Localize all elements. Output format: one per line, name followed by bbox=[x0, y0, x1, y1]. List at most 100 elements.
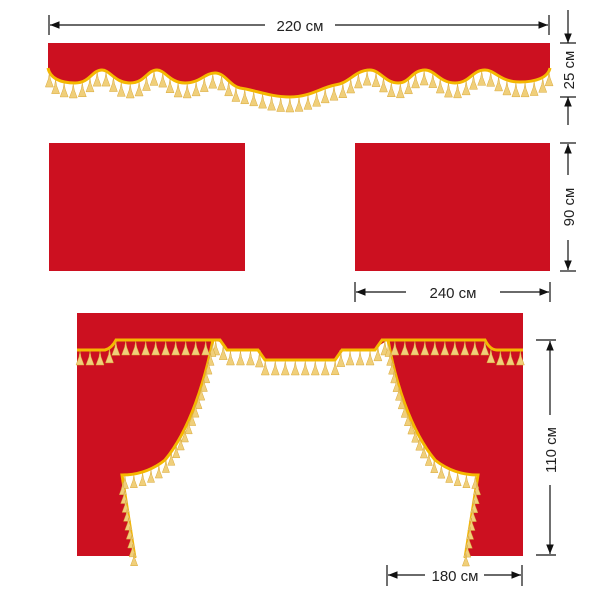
tassel bbox=[236, 350, 245, 366]
tassel bbox=[362, 71, 372, 86]
dimension-valance-height bbox=[560, 10, 576, 125]
tassel bbox=[453, 83, 462, 99]
tassel bbox=[176, 437, 185, 451]
tassel bbox=[390, 340, 400, 356]
tassel bbox=[538, 78, 548, 93]
tassel bbox=[529, 81, 539, 96]
tassel bbox=[371, 72, 381, 87]
tassel bbox=[218, 345, 228, 360]
tassel bbox=[240, 89, 250, 105]
curtain-opening bbox=[122, 340, 478, 558]
tassel bbox=[276, 97, 286, 112]
tassel bbox=[131, 340, 141, 356]
tassel bbox=[161, 340, 171, 356]
tassel bbox=[346, 78, 356, 94]
tassel bbox=[320, 360, 330, 376]
tassel bbox=[182, 83, 192, 99]
tassel bbox=[118, 481, 127, 495]
tassel bbox=[430, 340, 440, 356]
tassel bbox=[469, 75, 478, 90]
tassel bbox=[125, 83, 135, 99]
tassel bbox=[450, 340, 460, 356]
tassel bbox=[435, 78, 445, 94]
tassel bbox=[194, 396, 203, 409]
tassel bbox=[105, 348, 114, 364]
dimension-panel-width bbox=[354, 282, 551, 302]
panel-height-label: 90 см bbox=[561, 188, 578, 227]
tassel bbox=[204, 361, 213, 375]
tassel bbox=[415, 437, 424, 451]
tassel bbox=[92, 72, 102, 87]
left-panel bbox=[49, 143, 245, 271]
tassel bbox=[373, 346, 383, 362]
tassel bbox=[365, 350, 375, 366]
tassel bbox=[392, 378, 401, 392]
tassel bbox=[419, 70, 429, 86]
tassel bbox=[480, 340, 490, 356]
tassel bbox=[111, 341, 121, 356]
tassel bbox=[420, 340, 430, 356]
tassel bbox=[496, 350, 505, 366]
tassel bbox=[379, 77, 388, 93]
tassel bbox=[151, 340, 161, 356]
tassel bbox=[217, 75, 226, 91]
tassel bbox=[467, 517, 476, 531]
tassel bbox=[336, 352, 346, 367]
tassel bbox=[428, 73, 438, 88]
tassel bbox=[329, 86, 339, 101]
tassel bbox=[142, 76, 151, 91]
tassel bbox=[249, 91, 259, 107]
tassel bbox=[411, 429, 420, 443]
tassel bbox=[141, 340, 151, 356]
tassel bbox=[172, 445, 181, 459]
tassel bbox=[121, 499, 130, 513]
tassel bbox=[437, 465, 446, 479]
tassel bbox=[267, 96, 276, 111]
tassel bbox=[45, 72, 54, 88]
tassel bbox=[486, 72, 496, 87]
tassel bbox=[191, 404, 200, 418]
tassel bbox=[407, 421, 416, 435]
tassel bbox=[158, 73, 168, 88]
tassel bbox=[147, 469, 155, 483]
tassel bbox=[310, 360, 320, 376]
tassel bbox=[397, 396, 406, 410]
tassel bbox=[231, 87, 241, 102]
tassel-fringe bbox=[45, 70, 554, 567]
tassel bbox=[116, 82, 126, 97]
tassel bbox=[461, 553, 470, 567]
curtain-width-label: 180 см bbox=[431, 568, 478, 585]
tassel bbox=[466, 526, 475, 540]
tassel bbox=[494, 76, 503, 92]
tassel bbox=[123, 508, 132, 522]
dimension-valance-width bbox=[48, 15, 550, 35]
tassel bbox=[129, 475, 138, 488]
tassel bbox=[191, 340, 201, 356]
tassel bbox=[59, 82, 69, 98]
tassel bbox=[197, 387, 206, 401]
tassel bbox=[138, 472, 147, 486]
main-curtain bbox=[77, 313, 523, 559]
tassel bbox=[258, 94, 267, 109]
tassel bbox=[468, 508, 477, 522]
tassel bbox=[161, 459, 170, 473]
tassel bbox=[419, 445, 428, 459]
tassel bbox=[127, 535, 136, 549]
tassel bbox=[154, 465, 163, 479]
tassel bbox=[445, 469, 454, 483]
tassel bbox=[477, 71, 487, 86]
tassel bbox=[345, 350, 355, 366]
tassel bbox=[85, 77, 95, 93]
tassel bbox=[390, 370, 399, 384]
tassel bbox=[411, 73, 420, 89]
tassel bbox=[184, 421, 193, 435]
tassel bbox=[180, 429, 189, 443]
tassel bbox=[320, 88, 330, 104]
valance-fabric bbox=[48, 43, 550, 97]
tassel bbox=[470, 500, 479, 513]
tassel bbox=[51, 79, 60, 94]
tassel bbox=[77, 82, 87, 98]
tassel bbox=[75, 350, 85, 366]
tassel bbox=[255, 352, 264, 368]
